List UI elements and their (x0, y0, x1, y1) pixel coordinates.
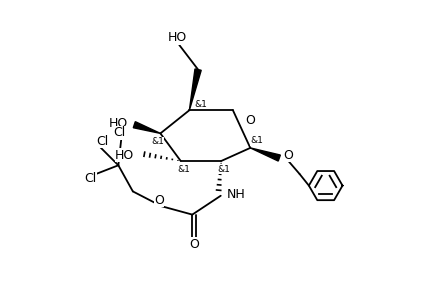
Polygon shape (189, 69, 201, 110)
Text: HO: HO (109, 117, 128, 130)
Text: &1: &1 (194, 100, 207, 109)
Text: &1: &1 (177, 164, 190, 174)
Text: &1: &1 (250, 136, 262, 145)
Text: &1: &1 (217, 164, 230, 174)
Text: HO: HO (115, 149, 134, 162)
Text: Cl: Cl (84, 172, 97, 185)
Text: HO: HO (168, 31, 187, 44)
Polygon shape (250, 148, 280, 161)
Polygon shape (133, 122, 160, 133)
Text: O: O (189, 238, 199, 251)
Text: Cl: Cl (96, 135, 108, 148)
Text: O: O (282, 149, 292, 162)
Text: O: O (245, 115, 255, 127)
Text: O: O (154, 194, 163, 206)
Text: &1: &1 (150, 137, 163, 146)
Text: Cl: Cl (114, 126, 126, 139)
Text: NH: NH (226, 188, 245, 201)
